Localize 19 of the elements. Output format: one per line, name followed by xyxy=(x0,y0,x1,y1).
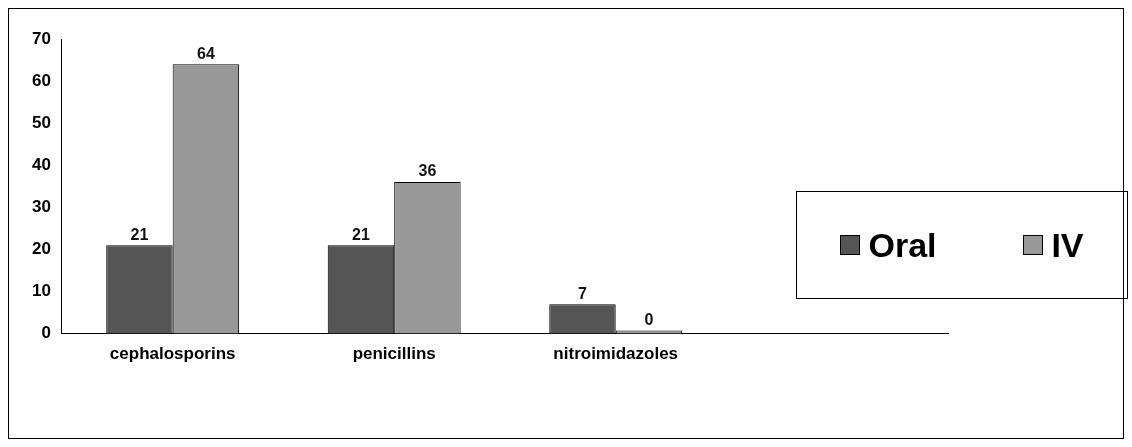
data-label: 7 xyxy=(578,284,588,302)
data-label: 21 xyxy=(352,225,370,243)
y-tick-label: 0 xyxy=(41,323,51,343)
y-tick-label: 30 xyxy=(31,197,51,217)
x-tick-label: penicillins xyxy=(352,344,436,364)
data-label: 64 xyxy=(197,44,215,62)
x-tick-label: cephalosporins xyxy=(109,344,236,364)
x-tick-label: nitroimidazoles xyxy=(553,344,679,364)
data-label: 21 xyxy=(130,225,149,243)
y-tick-label: 40 xyxy=(31,154,51,174)
legend-label: IV xyxy=(1051,225,1084,265)
y-tick-label: 50 xyxy=(31,112,51,132)
y-tick-label: 20 xyxy=(31,239,51,259)
data-label: 36 xyxy=(418,162,437,180)
y-tick-label: 10 xyxy=(31,281,51,301)
legend-label: Oral xyxy=(868,225,937,265)
y-tick-label: 70 xyxy=(31,28,51,48)
y-tick-label: 60 xyxy=(31,70,51,90)
data-label: 0 xyxy=(644,311,654,329)
